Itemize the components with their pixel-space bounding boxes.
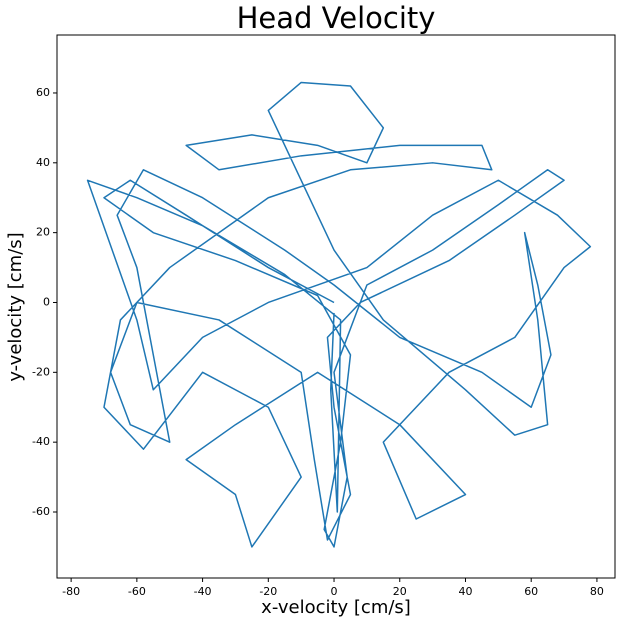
x-tick-label: 60: [524, 585, 538, 598]
y-tick-label: 0: [43, 295, 50, 308]
y-tick-label: -40: [32, 435, 50, 448]
y-axis-label: y-velocity [cm/s]: [5, 232, 26, 381]
plot-area: [86, 81, 592, 548]
x-tick-label: -60: [128, 585, 146, 598]
y-tick-label: -20: [32, 365, 50, 378]
y-tick-label: 20: [36, 226, 50, 239]
x-tick-label: 0: [331, 585, 338, 598]
x-axis-label: x-velocity [cm/s]: [261, 597, 411, 618]
chart-title: Head Velocity: [237, 1, 436, 35]
x-tick-label: 40: [458, 585, 472, 598]
axes-frame: [56, 34, 616, 579]
x-tick-label: 80: [590, 585, 604, 598]
y-tick-label: 60: [36, 86, 50, 99]
x-tick-label: 20: [393, 585, 407, 598]
y-tick-label: 40: [36, 156, 50, 169]
x-tick-label: -40: [194, 585, 212, 598]
y-tick-label: -60: [32, 505, 50, 518]
x-tick-label: -20: [259, 585, 277, 598]
x-tick-label: -80: [62, 585, 80, 598]
data-line: [86, 81, 592, 548]
